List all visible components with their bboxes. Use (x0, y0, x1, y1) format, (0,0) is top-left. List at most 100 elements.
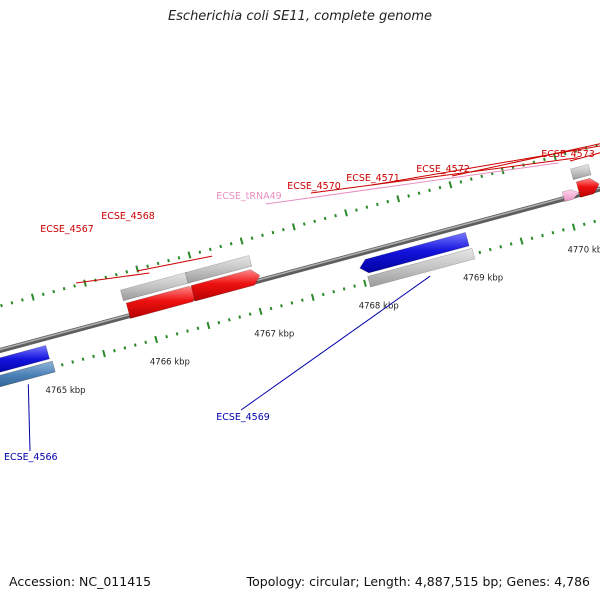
inner-tick-mark (227, 318, 231, 322)
ecse-4568-gene-arrow (190, 269, 261, 302)
outer-tick-mark (73, 284, 76, 288)
outer-tick-mark (125, 270, 129, 274)
inner-tick-mark (290, 301, 294, 305)
outer-tick-mark (344, 209, 348, 217)
map-title: Escherichia coli SE11, complete genome (167, 9, 433, 24)
outer-tick-mark (417, 191, 421, 195)
outer-tick-mark (62, 287, 66, 291)
inner-tick-mark (144, 340, 148, 345)
outer-tick-mark (375, 202, 379, 207)
inner-tick-mark (509, 242, 513, 246)
inner-tick-mark (238, 315, 242, 319)
inner-tick-mark (196, 326, 200, 330)
outer-tick-mark (0, 303, 3, 308)
inner-tick-mark (154, 335, 159, 344)
ecse-4568-leader-line (136, 255, 213, 272)
ecse-4568-label: ECSE_4568 (101, 211, 155, 222)
inner-tick-mark (217, 320, 221, 325)
backbone-line (0, 186, 600, 354)
inner-tick-mark (248, 312, 252, 316)
inner-tick-mark (310, 293, 315, 301)
accession-text: Accession: NC_011415 (9, 574, 152, 589)
inner-tick-mark (488, 247, 492, 252)
inner-tick-mark (71, 360, 75, 364)
inner-tick-mark (321, 292, 325, 297)
inner-tick-mark (280, 304, 283, 308)
inner-tick-mark (113, 349, 116, 353)
scale-tick-label: 4768 kbp (359, 302, 399, 312)
outer-tick-mark (407, 194, 411, 198)
outer-tick-mark (386, 199, 390, 204)
outer-tick-mark (177, 256, 181, 260)
scale-tick-label: 4770 kbp (567, 245, 600, 255)
outer-tick-mark (52, 289, 56, 294)
inner-tick-mark (571, 223, 576, 231)
genes-layer (0, 163, 600, 388)
outer-tick-mark (563, 152, 567, 156)
outer-tick-mark (156, 261, 160, 266)
outer-tick-mark (271, 230, 275, 235)
outer-tick-mark (552, 153, 557, 161)
outer-tick-mark (438, 185, 442, 190)
ecse-4567-label: ECSE_4567 (40, 224, 94, 235)
ecse-4566-gene-arrow (0, 345, 50, 373)
inner-tick-mark (123, 346, 127, 350)
inner-tick-mark (342, 287, 346, 291)
inner-tick-mark (175, 332, 179, 336)
inner-tick-mark (81, 357, 85, 361)
outer-tick-mark (198, 250, 202, 254)
inner-tick-mark (530, 236, 534, 241)
outer-tick-mark (428, 188, 431, 193)
inner-tick-mark (541, 233, 544, 238)
outer-tick-mark (250, 236, 254, 240)
ecse-4567-leader-line (75, 272, 150, 284)
outer-tick-mark (10, 301, 14, 305)
ecse-4572-label: ECSE_4572 (416, 164, 470, 175)
inner-tick-mark (551, 230, 555, 235)
outer-tick-mark (282, 228, 285, 232)
ecse-4566-leader-line (27, 384, 31, 452)
labels-layer: 4765 kbp 4766 kbp 4767 kbp 4768 kbp 4769 kbp… (4, 143, 600, 463)
inner-tick-mark (363, 279, 367, 287)
inner-tick-mark (133, 343, 137, 347)
inner-tick-mark (186, 329, 189, 333)
inner-tick-mark (499, 245, 503, 249)
ecse-4569-leader-line (240, 275, 431, 411)
ecse-4570-gene-arrow (575, 177, 600, 198)
outer-tick-mark (459, 180, 463, 184)
outer-tick-mark (261, 233, 264, 238)
outer-tick-mark (219, 244, 223, 249)
genome-summary-text: Topology: circular; Length: 4,887,515 bp… (246, 574, 590, 589)
inner-tick-mark (562, 228, 565, 232)
outer-tick-mark (239, 237, 244, 245)
ecse-4570-leader-line (310, 157, 578, 194)
outer-tick-mark (334, 213, 337, 218)
ecse-4573-label: ECSE_4573 (541, 149, 595, 160)
ecse-trna49-label: ECSE_tRNA49 (216, 191, 281, 202)
inner-tick-mark (332, 290, 336, 294)
ecse-trna49-leader-line (265, 162, 559, 205)
outer-tick-mark (448, 181, 453, 189)
inner-tick-mark (301, 298, 304, 302)
outer-tick-mark (396, 195, 401, 203)
outer-tick-mark (323, 216, 327, 221)
outer-tick-mark (365, 205, 369, 209)
inner-tick-mark (92, 354, 95, 359)
backbone-highlight (0, 187, 600, 351)
ecse-4566-cds-bar-tint (0, 360, 56, 388)
inner-tick-mark (478, 250, 482, 255)
inner-tick-mark (582, 222, 586, 226)
outer-tick-mark (469, 177, 473, 181)
outer-tick-mark (167, 258, 170, 263)
ecse-4569-gene-arrow (359, 232, 470, 274)
ecse-4566-label: ECSE_4566 (4, 452, 58, 463)
ecse-4571-leader-line (371, 145, 600, 186)
outer-tick-mark (30, 293, 35, 301)
outer-tick-mark (187, 251, 192, 259)
inner-tick-mark (519, 237, 524, 245)
inner-tick-mark (206, 321, 211, 330)
outer-tick-mark (302, 222, 306, 226)
outer-tick-mark (41, 292, 45, 297)
